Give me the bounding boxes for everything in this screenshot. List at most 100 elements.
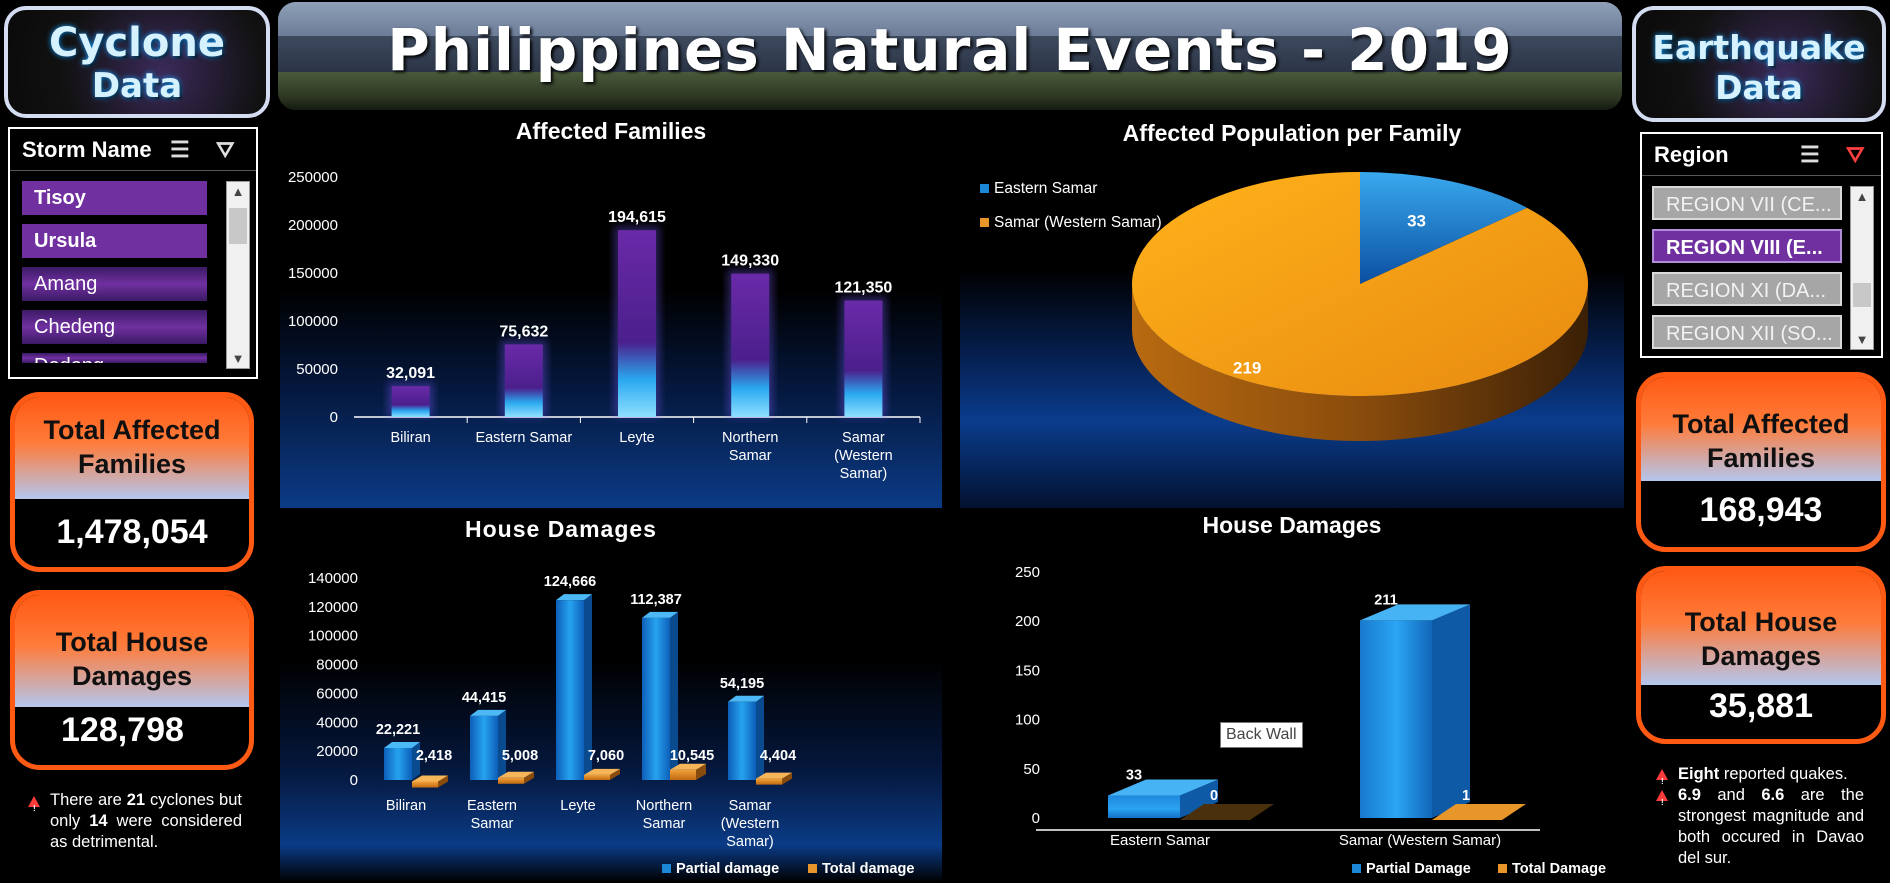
y-tick-label: 150000 — [288, 265, 338, 282]
house-damages-cyclone-svg: 0 20000 40000 60000 80000 100000 120000 140000 2… — [308, 570, 914, 877]
slicer-item-region-xi[interactable]: REGION XI (DA... — [1652, 272, 1842, 306]
bar-total-3-side — [696, 763, 706, 780]
y-tick-label: 60000 — [316, 685, 358, 702]
pie-data-label: 33 — [1407, 211, 1426, 230]
earthquake-title-line1: Earthquake — [1652, 28, 1866, 67]
slicer-item-chedeng[interactable]: Chedeng — [22, 310, 207, 344]
legend-label: Total damage — [822, 861, 914, 877]
legend-marker — [808, 864, 817, 873]
kpi-label-line1: Total Affected — [43, 415, 221, 445]
scroll-down-icon[interactable]: ▼ — [231, 351, 245, 366]
bar-partial-4-top — [728, 695, 764, 702]
bar-total-1-side — [524, 771, 534, 784]
cyclone-data-button[interactable]: Cyclone Data — [4, 6, 270, 118]
warning-icon: ! — [1656, 769, 1668, 786]
slicer-item-region-vii[interactable]: REGION VII (CE... — [1652, 186, 1842, 220]
kpi-total-house-damages-earthquake: Total House Damages 35,881 — [1636, 566, 1886, 744]
data-label-partial: 44,415 — [462, 690, 506, 706]
slicer-item-partial[interactable]: Dodong — [22, 353, 207, 363]
slicer-list: Tisoy Ursula Amang Chedeng Dodong — [22, 181, 207, 372]
bar-partial-2-side — [584, 594, 592, 780]
y-tick-label: 50 — [1023, 761, 1040, 778]
chart-title: House Damages — [465, 516, 657, 542]
cyclone-note: ! There are 21 cyclones but only 14 were… — [28, 790, 242, 853]
slicer-item-amang[interactable]: Amang — [22, 267, 207, 301]
y-tick-label: 40000 — [316, 714, 358, 731]
earthquake-data-button[interactable]: Earthquake Data — [1632, 6, 1886, 122]
bar-partial-2 — [556, 600, 584, 780]
legend-label: Partial damage — [676, 861, 779, 877]
title-banner: Philippines Natural Events - 2019 — [278, 2, 1622, 110]
affected-families-chart[interactable]: Affected Families 0 50000 100000 150000 2000… — [280, 112, 942, 508]
bar-total-2-side — [610, 768, 620, 780]
data-label-partial: 124,666 — [544, 574, 596, 590]
clear-filter-icon[interactable]: ⛛ — [216, 137, 235, 162]
kpi-label-line2: Families — [77, 449, 187, 479]
x-tick-label: (Western — [721, 816, 780, 832]
cyclone-title-line1: Cyclone — [49, 20, 225, 66]
x-tick-label: Eastern Samar — [475, 430, 572, 446]
bar-partial-3-top — [642, 611, 678, 618]
slicer-scrollbar[interactable]: ▲ ▼ — [1850, 186, 1874, 350]
bar-partial-3 — [642, 617, 670, 780]
bar-total-3-top — [670, 763, 706, 770]
scroll-thumb[interactable] — [229, 208, 247, 244]
pie-slice-eastern-samar — [1360, 172, 1528, 284]
x-tick-label: Samar) — [840, 466, 888, 482]
kpi-value: 168,943 — [1699, 491, 1823, 529]
affected-population-chart[interactable]: Affected Population per Family 33 219 East… — [960, 112, 1624, 508]
house-damages-cyclone-chart[interactable]: House Damages 0 20000 40000 60000 80000 10000… — [280, 512, 942, 882]
x-tick-label: Samar — [842, 430, 885, 446]
bar-total-2 — [584, 774, 610, 780]
y-tick-label: 120000 — [308, 599, 358, 616]
data-label-total: 10,545 — [670, 748, 714, 764]
earthquake-notes: ! Eight reported quakes. ! 6.9 and 6.6 a… — [1656, 764, 1864, 869]
bar-partial-0-top — [1108, 779, 1218, 796]
scroll-up-icon[interactable]: ▲ — [231, 184, 245, 199]
bar-partial-4 — [728, 701, 756, 780]
chart-title: Affected Families — [515, 118, 707, 144]
legend-marker — [980, 184, 989, 193]
y-tick-label: 250 — [1015, 564, 1040, 581]
data-label-partial: 54,195 — [720, 676, 764, 692]
scroll-down-icon[interactable]: ▼ — [1855, 332, 1869, 347]
y-tick-label: 20000 — [316, 743, 358, 760]
bar-total-1 — [498, 777, 524, 784]
cyclone-note-text: There are 21 cyclones but only 14 were c… — [50, 791, 242, 851]
house-damages-earthquake-chart[interactable]: House Damages 0 50 100 150 200 250 33 0 Eastern … — [960, 512, 1624, 882]
storm-name-slicer: Storm Name ☰ ⛛ Tisoy Ursula Amang Cheden… — [8, 127, 258, 379]
bar-total-2-top — [584, 768, 620, 775]
cyclone-title-line2: Data — [91, 66, 183, 106]
slicer-item-region-viii[interactable]: REGION VIII (E... — [1652, 229, 1842, 263]
x-tick-label: Leyte — [619, 430, 654, 446]
bar-partial-1-top — [1360, 604, 1470, 621]
slicer-item-ursula[interactable]: Ursula — [22, 224, 207, 258]
y-tick-label: 0 — [330, 409, 338, 426]
clear-filter-icon[interactable]: ⛛ — [1846, 142, 1865, 167]
bar-total-1 — [1432, 804, 1526, 820]
legend-label: Eastern Samar — [994, 180, 1097, 197]
kpi-value: 128,798 — [61, 711, 184, 749]
slicer-scrollbar[interactable]: ▲ ▼ — [226, 181, 250, 369]
earthquake-note-1: ! Eight reported quakes. — [1656, 764, 1864, 786]
x-tick-label: Northern — [636, 798, 692, 814]
slicer-list: REGION VII (CE... REGION VIII (E... REGI… — [1652, 186, 1842, 358]
multi-select-icon[interactable]: ☰ — [1800, 142, 1820, 167]
legend-label: Samar (Western Samar) — [994, 214, 1162, 231]
y-tick-label: 80000 — [316, 657, 358, 674]
bar-partial-1-side — [498, 709, 506, 780]
y-tick-label: 150 — [1015, 662, 1040, 679]
slicer-item-region-xii[interactable]: REGION XII (SO... — [1652, 315, 1842, 349]
y-tick-label: 140000 — [308, 570, 358, 587]
slicer-item-tisoy[interactable]: Tisoy — [22, 181, 207, 215]
x-tick-label: Samar — [643, 816, 686, 832]
data-label: 121,350 — [834, 280, 892, 297]
back-wall-tooltip: Back Wall — [1220, 722, 1303, 748]
bar-total-0 — [1180, 804, 1274, 820]
x-tick-label: Leyte — [560, 798, 595, 814]
scroll-up-icon[interactable]: ▲ — [1855, 189, 1869, 204]
multi-select-icon[interactable]: ☰ — [170, 137, 190, 162]
bar-total-4-top — [756, 772, 792, 779]
data-label-partial: 33 — [1126, 768, 1142, 784]
scroll-thumb[interactable] — [1853, 283, 1871, 307]
